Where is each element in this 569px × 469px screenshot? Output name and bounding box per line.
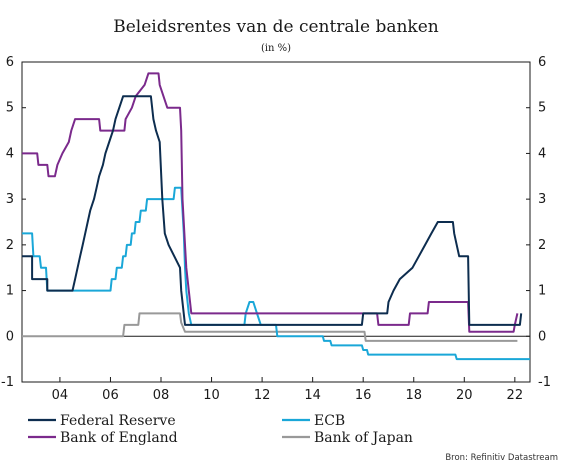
- y-tick-label-left-5: 5: [6, 101, 14, 116]
- y-tick-label-left-3: 3: [6, 192, 14, 207]
- y-axis-right: -1 0 1 2 3 4 5 6: [526, 55, 551, 390]
- legend-label-federal-reserve: Federal Reserve: [60, 413, 176, 429]
- series-lines: [22, 72, 530, 361]
- y-tick-label-right-2: 2: [538, 238, 546, 253]
- x-tick-label-04: 04: [52, 388, 69, 403]
- x-tick-label-12: 12: [254, 388, 271, 403]
- source-note: Bron: Refinitiv Datastream: [445, 453, 558, 463]
- y-tick-label-left-4: 4: [6, 146, 14, 161]
- y-tick-label-left-2: 2: [6, 238, 14, 253]
- x-tick-label-10: 10: [203, 388, 220, 403]
- series-line-bank-of-england: [22, 72, 519, 333]
- y-axis-left: -1 0 1 2 3 4 5 6: [1, 55, 26, 390]
- x-tick-label-22: 22: [507, 388, 524, 403]
- y-tick-label-right-minus-1: -1: [538, 375, 551, 390]
- x-tick-label-14: 14: [304, 388, 321, 403]
- x-axis: 04 06 08 10 12 14 16 18 20 22: [52, 377, 523, 403]
- legend-label-ecb: ECB: [314, 413, 345, 429]
- chart-subtitle: (in %): [261, 43, 291, 54]
- y-tick-label-left-0: 0: [6, 329, 14, 344]
- x-tick-label-20: 20: [456, 388, 473, 403]
- y-tick-label-left-6: 6: [6, 55, 14, 70]
- chart-title: Beleidsrentes van de centrale banken: [113, 17, 439, 37]
- y-tick-label-right-1: 1: [538, 284, 546, 299]
- plot-frame: [21, 61, 531, 383]
- series-line-ecb: [22, 186, 530, 361]
- x-tick-label-18: 18: [405, 388, 422, 403]
- y-tick-label-left-1: 1: [6, 284, 14, 299]
- legend: Federal Reserve ECB Bank of England Bank…: [28, 413, 413, 446]
- legend-label-bank-of-england: Bank of England: [60, 430, 178, 446]
- series-line-bank-of-japan: [22, 312, 518, 342]
- y-tick-label-right-6: 6: [538, 55, 546, 70]
- x-tick-label-06: 06: [102, 388, 119, 403]
- y-tick-label-right-3: 3: [538, 192, 546, 207]
- y-tick-label-left-minus-1: -1: [1, 375, 14, 390]
- y-tick-label-right-0: 0: [538, 329, 546, 344]
- series-line-federal-reserve: [22, 95, 523, 326]
- legend-label-bank-of-japan: Bank of Japan: [314, 430, 413, 446]
- y-tick-label-right-5: 5: [538, 101, 546, 116]
- x-tick-label-16: 16: [355, 388, 372, 403]
- x-tick-label-08: 08: [153, 388, 170, 403]
- y-tick-label-right-4: 4: [538, 146, 546, 161]
